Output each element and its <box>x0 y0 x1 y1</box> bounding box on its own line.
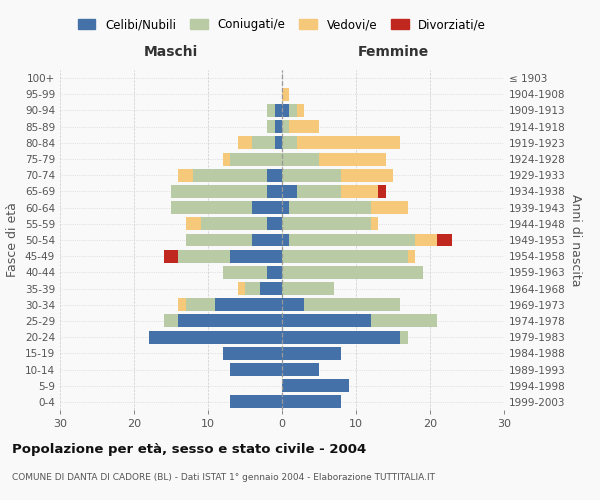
Bar <box>178 169 193 181</box>
Bar <box>164 250 178 262</box>
Bar <box>178 314 282 328</box>
Bar <box>171 201 253 214</box>
Bar <box>275 120 282 133</box>
Bar <box>186 298 215 311</box>
Bar <box>282 363 319 376</box>
Bar <box>371 218 378 230</box>
Bar <box>297 136 400 149</box>
Bar <box>297 185 341 198</box>
Bar <box>282 136 297 149</box>
Bar <box>282 282 334 295</box>
Bar <box>230 396 282 408</box>
Bar <box>223 266 267 279</box>
Bar <box>282 120 289 133</box>
Bar <box>223 152 230 166</box>
Bar <box>400 330 408 344</box>
Bar <box>267 218 282 230</box>
Bar <box>289 234 415 246</box>
Bar <box>289 201 371 214</box>
Bar <box>267 266 282 279</box>
Bar <box>282 152 319 166</box>
Bar <box>282 234 289 246</box>
Bar <box>371 201 408 214</box>
Bar <box>437 234 452 246</box>
Text: Maschi: Maschi <box>144 44 198 59</box>
Bar <box>282 104 289 117</box>
Bar <box>282 330 400 344</box>
Bar <box>186 234 253 246</box>
Bar <box>267 185 282 198</box>
Text: Popolazione per età, sesso e stato civile - 2004: Popolazione per età, sesso e stato civil… <box>12 442 366 456</box>
Bar <box>186 218 200 230</box>
Bar <box>230 250 282 262</box>
Bar <box>408 250 415 262</box>
Bar <box>378 185 386 198</box>
Bar <box>282 314 371 328</box>
Legend: Celibi/Nubili, Coniugati/e, Vedovi/e, Divorziati/e: Celibi/Nubili, Coniugati/e, Vedovi/e, Di… <box>78 18 486 31</box>
Bar <box>282 88 289 101</box>
Text: Femmine: Femmine <box>358 44 428 59</box>
Y-axis label: Fasce di età: Fasce di età <box>7 202 19 278</box>
Bar <box>282 396 341 408</box>
Bar <box>238 136 253 149</box>
Bar <box>371 314 437 328</box>
Bar <box>253 136 275 149</box>
Bar <box>253 234 282 246</box>
Bar <box>178 250 230 262</box>
Bar <box>304 298 400 311</box>
Bar <box>282 185 297 198</box>
Y-axis label: Anni di nascita: Anni di nascita <box>569 194 582 286</box>
Bar <box>415 234 437 246</box>
Bar <box>282 298 304 311</box>
Bar <box>193 169 267 181</box>
Bar <box>164 314 178 328</box>
Bar <box>260 282 282 295</box>
Bar <box>230 363 282 376</box>
Bar <box>178 298 186 311</box>
Bar <box>282 347 341 360</box>
Bar <box>245 282 260 295</box>
Bar <box>282 201 289 214</box>
Bar <box>253 201 282 214</box>
Bar <box>275 104 282 117</box>
Bar <box>282 250 408 262</box>
Bar <box>289 120 319 133</box>
Bar <box>341 185 378 198</box>
Bar <box>297 104 304 117</box>
Bar <box>223 347 282 360</box>
Bar <box>215 298 282 311</box>
Bar <box>289 104 297 117</box>
Bar <box>275 136 282 149</box>
Bar <box>319 152 386 166</box>
Bar <box>149 330 282 344</box>
Bar <box>267 104 275 117</box>
Bar <box>238 282 245 295</box>
Bar <box>282 218 371 230</box>
Text: COMUNE DI DANTA DI CADORE (BL) - Dati ISTAT 1° gennaio 2004 - Elaborazione TUTTI: COMUNE DI DANTA DI CADORE (BL) - Dati IS… <box>12 472 435 482</box>
Bar <box>171 185 267 198</box>
Bar <box>282 169 341 181</box>
Bar <box>267 120 275 133</box>
Bar <box>282 379 349 392</box>
Bar <box>341 169 393 181</box>
Bar <box>282 266 422 279</box>
Bar <box>230 152 282 166</box>
Bar <box>200 218 267 230</box>
Bar <box>267 169 282 181</box>
